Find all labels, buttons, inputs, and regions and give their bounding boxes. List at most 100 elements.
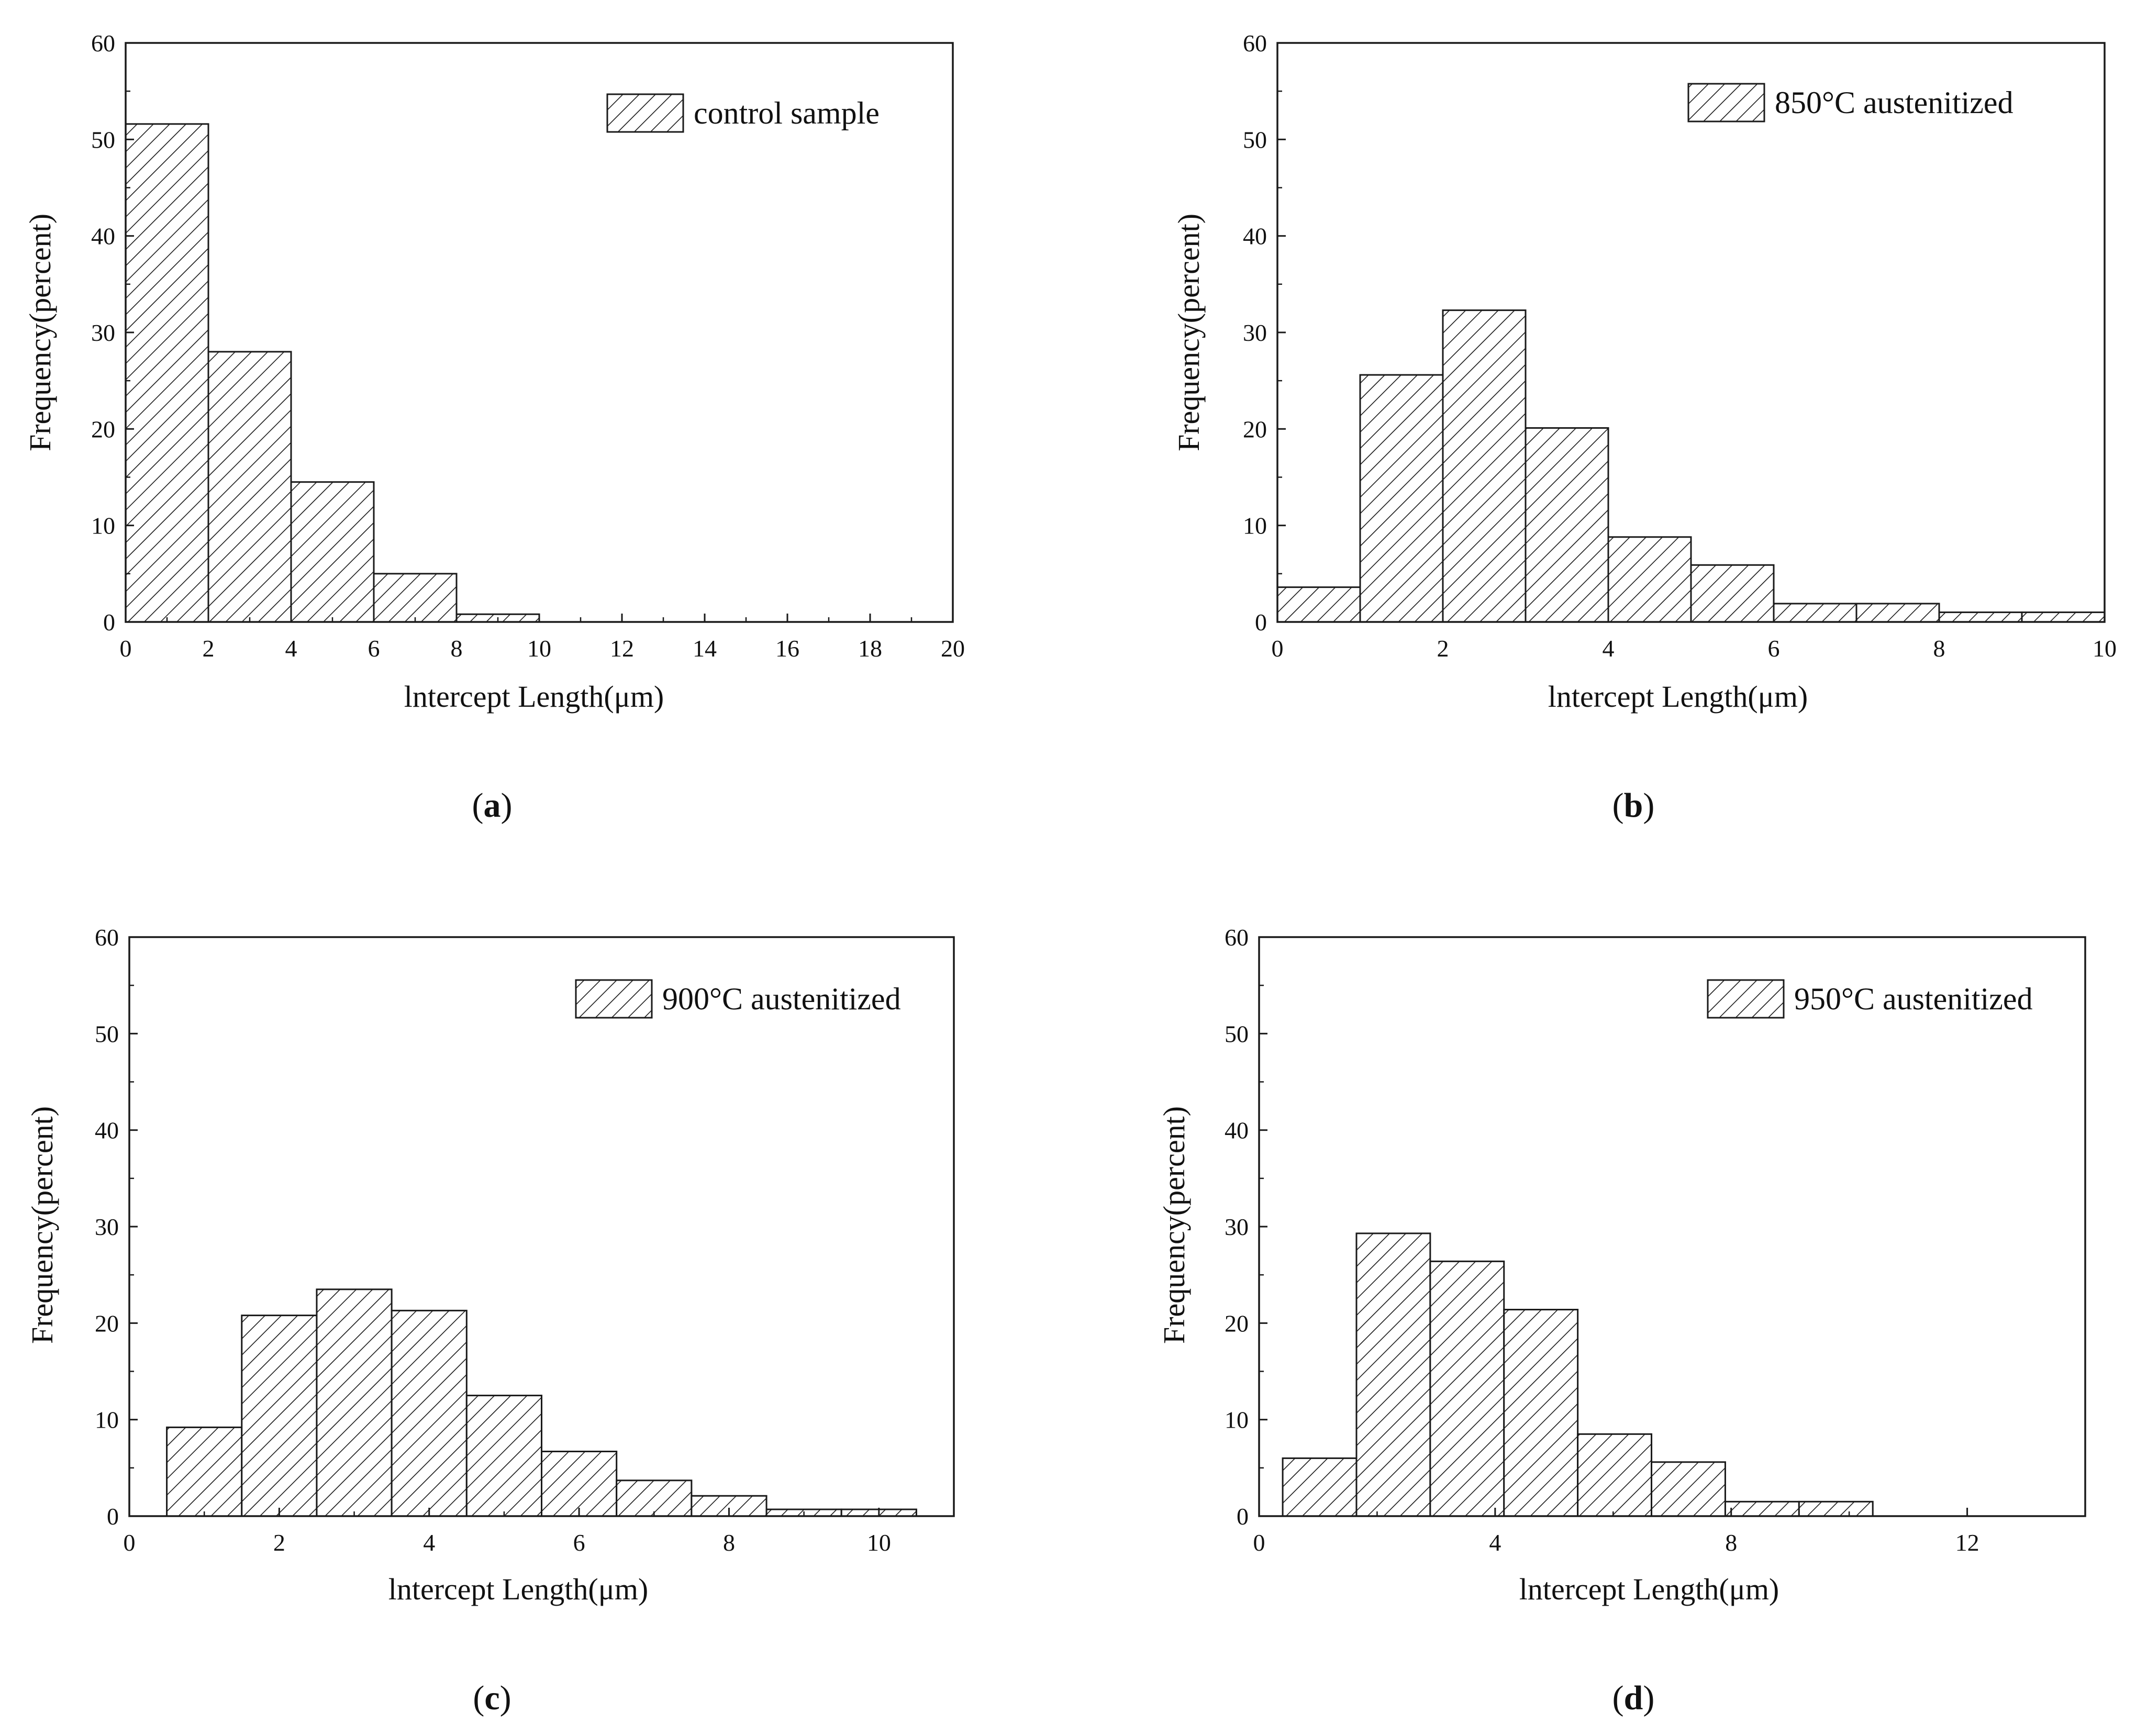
panel-c-ytick-label: 40	[95, 1117, 119, 1144]
panel-d-xlabel: lntercept Length(μm)	[1519, 1572, 1779, 1606]
panel-d-ytick-label: 30	[1225, 1214, 1249, 1240]
panel-c-caption-letter: c	[484, 1679, 499, 1717]
panel-c-legend: 900°C austenitized	[575, 979, 901, 1019]
panel-d-xtick-label: 4	[1489, 1529, 1501, 1556]
panel-d-plot-area: 0 10 20 30 40 50 60 0 4 8 12	[1225, 924, 2086, 1556]
panel-d-xtick-label: 8	[1725, 1529, 1737, 1556]
panel-b-xtick-label: 4	[1603, 635, 1615, 662]
panel-b-xtick-label: 6	[1768, 635, 1780, 662]
panel-b-bar	[1607, 536, 1692, 623]
panel-a-bar	[125, 123, 209, 623]
panel-c-bar	[616, 1479, 693, 1517]
panel-d-xtick-label: 0	[1253, 1529, 1265, 1556]
panel-c-ylabel: Frequency(percent)	[25, 1106, 59, 1344]
panel-c-ytick-label: 0	[107, 1503, 119, 1530]
panel-d-legend: 950°C austenitized	[1707, 979, 2033, 1019]
panel-b-bar	[1855, 603, 1940, 623]
panel-b-xtick-label: 8	[1933, 635, 1945, 662]
panel-d-bar	[1355, 1232, 1431, 1517]
panel-a-caption: (a)	[472, 786, 513, 825]
panel-a-bar	[373, 573, 458, 623]
panel-d-legend-label: 950°C austenitized	[1794, 982, 2033, 1016]
panel-b-ylabel: Frequency(percent)	[1172, 214, 1206, 451]
panel-a-xtick-label: 4	[285, 635, 297, 662]
panel-c-ytick-label: 20	[95, 1310, 119, 1337]
panel-b-bar	[1690, 564, 1775, 623]
panel-d-ytick-label: 60	[1225, 924, 1249, 951]
panel-d-ytick-label: 0	[1237, 1503, 1249, 1530]
panel-d-bar	[1282, 1457, 1358, 1517]
panel-a-ytick-label: 10	[91, 513, 115, 539]
panel-b-xtick-label: 2	[1437, 635, 1449, 662]
panel-c-bar	[166, 1426, 243, 1517]
panel-d-ylabel: Frequency(percent)	[1157, 1106, 1191, 1344]
panel-a-xtick-label: 8	[451, 635, 463, 662]
panel-c-bar	[316, 1288, 393, 1517]
panel-c-legend-swatch	[575, 979, 653, 1019]
panel-a-ylabel: Frequency(percent)	[23, 214, 57, 451]
panel-b-bar	[1276, 586, 1361, 623]
panel-b-ytick-label: 50	[1243, 126, 1267, 153]
panel-c-xtick-label: 10	[867, 1529, 891, 1556]
panel-b-bar	[1525, 427, 1609, 623]
panel-d-ytick-label: 10	[1225, 1407, 1249, 1433]
panel-d-legend-swatch	[1707, 979, 1785, 1019]
panel-b-legend: 850°C austenitized	[1687, 83, 2013, 123]
panel-a-legend-label: control sample	[694, 96, 880, 130]
panel-b-xtick-label: 0	[1272, 635, 1284, 662]
panel-d-bar	[1651, 1461, 1726, 1517]
panel-a-xtick-label: 14	[693, 635, 717, 662]
panel-c-xtick-label: 6	[573, 1529, 585, 1556]
panel-b-caption: (b)	[1612, 786, 1655, 825]
panel-b-legend-label: 850°C austenitized	[1775, 85, 2013, 120]
panel-a-ytick-label: 40	[91, 223, 115, 250]
panel-a: Frequency(percent) lntercept Length(μm) …	[23, 30, 965, 825]
panel-a-legend-swatch	[606, 93, 684, 133]
panel-b-bar	[1442, 309, 1527, 623]
panel-a-bar	[290, 481, 375, 623]
panel-a-xtick-label: 10	[527, 635, 551, 662]
panel-b-caption-letter: b	[1624, 786, 1643, 825]
panel-b-plot-area: 0 10 20 30 40 50 60 0 2 4 6 8 10	[1243, 30, 2117, 662]
panel-c-bar	[241, 1315, 318, 1517]
panel-b-ytick-label: 10	[1243, 513, 1267, 539]
panel-a-ytick-label: 0	[103, 609, 115, 636]
panel-d-xtick-label: 12	[1955, 1529, 1979, 1556]
panel-b-ytick-label: 0	[1255, 609, 1267, 636]
panel-c-xtick-label: 2	[273, 1529, 285, 1556]
panel-a-ytick-label: 30	[91, 319, 115, 346]
panel-a-legend: control sample	[606, 93, 880, 133]
panel-a-plot-area: 0 10 20 30 40 50 60 0 2 4 6 8 10 12 14 16 18 20	[91, 30, 965, 662]
panel-c-legend-label: 900°C austenitized	[662, 982, 901, 1016]
panel-d-bar	[1429, 1260, 1505, 1517]
panel-d-ytick-label: 40	[1225, 1117, 1249, 1144]
panel-b-legend-swatch	[1687, 83, 1765, 123]
panel-d-bar	[1798, 1500, 1874, 1517]
panel-a-xtick-label: 18	[858, 635, 882, 662]
panel-a-xtick-label: 2	[203, 635, 215, 662]
panel-c: Frequency(percent) lntercept Length(μm) …	[25, 924, 955, 1717]
panel-a-xtick-label: 0	[120, 635, 132, 662]
panel-c-plot-area: 0 10 20 30 40 50 60 0 2 4 6 8 10	[95, 924, 955, 1556]
panel-c-ytick-label: 10	[95, 1407, 119, 1433]
panel-d-bar	[1577, 1433, 1653, 1517]
panel-c-xlabel: lntercept Length(μm)	[388, 1572, 649, 1606]
panel-a-xlabel: lntercept Length(μm)	[404, 680, 664, 714]
panel-b-ytick-label: 20	[1243, 416, 1267, 442]
panel-c-ytick-label: 60	[95, 924, 119, 951]
panel-d-caption: (d)	[1612, 1679, 1655, 1717]
panel-a-xtick-label: 6	[368, 635, 380, 662]
panel-b-ytick-label: 60	[1243, 30, 1267, 57]
panel-c-bar	[541, 1450, 618, 1517]
panel-d-bar	[1503, 1309, 1579, 1517]
panel-c-bar	[465, 1395, 542, 1517]
panel-a-caption-letter: a	[484, 786, 501, 825]
panel-b-bar	[1359, 374, 1444, 623]
panel-b-bar	[2021, 611, 2106, 623]
panel-d: Frequency(percent) lntercept Length(μm) …	[1157, 924, 2086, 1717]
panel-a-ytick-label: 60	[91, 30, 115, 57]
panel-b-ytick-label: 40	[1243, 223, 1267, 250]
panel-c-ytick-label: 30	[95, 1214, 119, 1240]
panel-c-xtick-label: 4	[423, 1529, 435, 1556]
